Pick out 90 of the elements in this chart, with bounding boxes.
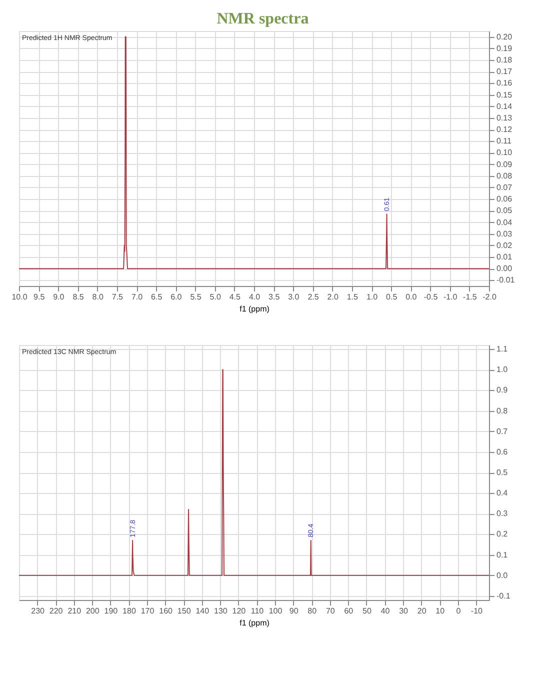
x-tick-label: 120 xyxy=(232,606,246,616)
x-tick-label: 30 xyxy=(399,606,409,616)
x-tick-label: 230 xyxy=(31,606,46,616)
y-tick-label: 0.7 xyxy=(496,426,508,436)
x-tick-label: 1.5 xyxy=(346,292,359,302)
y-tick-label: 0.8 xyxy=(496,406,508,416)
y-tick-label: 0.04 xyxy=(496,218,513,227)
x-tick-label: 9.0 xyxy=(53,292,65,302)
y-tick-label: 0.1 xyxy=(496,550,508,560)
y-tick-label: 0.2 xyxy=(496,530,508,539)
line-series xyxy=(19,369,489,576)
y-tick-label: 0.00 xyxy=(496,264,513,274)
y-tick-label: 0.05 xyxy=(496,206,513,216)
x-tick-label: 60 xyxy=(344,606,354,616)
y-tick-label: 0.03 xyxy=(496,229,513,238)
x-tick-label: 210 xyxy=(68,606,82,616)
y-tick-label: 0.17 xyxy=(496,67,513,76)
x-tick-label: 90 xyxy=(289,606,299,616)
x-axis-title: f1 (ppm) xyxy=(240,618,270,628)
y-tick-label: 0.09 xyxy=(496,160,513,169)
y-tick-label: 0.08 xyxy=(496,171,513,180)
x-tick-label: 130 xyxy=(214,606,228,616)
y-tick-label: 0.15 xyxy=(496,90,513,100)
y-tick-label: 1.1 xyxy=(496,344,508,354)
x-tick-label: 5.5 xyxy=(190,292,202,302)
x-tick-label: 3.5 xyxy=(268,292,280,302)
x-tick-label: 4.5 xyxy=(229,292,242,302)
x-tick-label: -2.0 xyxy=(482,292,497,302)
x-tick-label: -10 xyxy=(470,606,484,616)
x-tick-label: 5.0 xyxy=(210,292,222,302)
line-series xyxy=(19,36,489,270)
y-tick-label: 0.11 xyxy=(496,136,512,146)
x-tick-label: 6.0 xyxy=(170,292,182,302)
x-axis-title: f1 (ppm) xyxy=(240,304,270,314)
x-tick-label: 6.5 xyxy=(151,292,163,302)
y-tick-label: 1.0 xyxy=(496,365,508,374)
y-tick-label: 0.07 xyxy=(496,182,513,192)
y-tick-label: 0.10 xyxy=(496,148,513,158)
x-tick-label: 4.0 xyxy=(248,292,261,302)
x-tick-label: 200 xyxy=(86,606,100,616)
y-tick-label: 0.3 xyxy=(496,509,508,518)
y-tick-label: 0.14 xyxy=(496,102,513,111)
x-tick-label: -1.5 xyxy=(463,292,478,302)
x-tick-label: 190 xyxy=(104,606,118,616)
x-tick-label: 140 xyxy=(196,606,210,616)
y-tick-label: 0.0 xyxy=(496,570,508,580)
y-tick-label: 0.19 xyxy=(496,44,513,53)
x-tick-label: 220 xyxy=(49,606,64,616)
x-tick-label: 150 xyxy=(177,606,192,616)
x-tick-label: 180 xyxy=(122,606,136,616)
y-tick-label: 0.9 xyxy=(496,386,508,395)
x-tick-label: 9.5 xyxy=(34,292,46,302)
x-tick-label: 170 xyxy=(140,606,155,616)
x-tick-label: 20 xyxy=(417,606,427,616)
y-tick-label: 0.18 xyxy=(496,55,513,64)
x-tick-label: 40 xyxy=(380,606,390,616)
x-tick-label: 160 xyxy=(159,606,174,616)
x-tick-label: 2.0 xyxy=(327,292,339,302)
x-tick-label: 1.0 xyxy=(366,292,378,302)
x-tick-label: 8.0 xyxy=(92,292,104,302)
x-tick-label: 100 xyxy=(268,606,283,616)
x-tick-label: 0.5 xyxy=(386,292,398,302)
x-tick-label: 8.5 xyxy=(72,292,84,302)
y-tick-label: 0.01 xyxy=(496,252,513,262)
x-tick-label: 110 xyxy=(250,606,264,616)
x-tick-label: 50 xyxy=(362,606,372,616)
y-tick-label: 0.20 xyxy=(496,32,513,42)
y-tick-label: 0.06 xyxy=(496,194,513,204)
x-tick-label: 2.5 xyxy=(308,292,320,302)
y-tick-label: -0.1 xyxy=(496,591,511,600)
y-tick-label: 0.4 xyxy=(496,488,508,498)
y-tick-label: 0.5 xyxy=(496,468,508,477)
x-tick-label: -1.0 xyxy=(443,292,458,302)
x-tick-label: 3.0 xyxy=(288,292,300,302)
chart-title: NMR spectra xyxy=(216,10,309,28)
x-tick-label: 0.0 xyxy=(406,292,418,302)
x-tick-label: -0.5 xyxy=(424,292,438,302)
x-tick-label: 0 xyxy=(456,606,462,616)
y-tick-label: 0.16 xyxy=(496,78,513,88)
y-tick-label: 0.6 xyxy=(496,447,508,456)
x-tick-label: 10 xyxy=(436,606,446,616)
y-tick-label: 0.02 xyxy=(496,240,513,250)
x-tick-label: 7.5 xyxy=(112,292,124,302)
y-tick-label: 0.13 xyxy=(496,113,513,122)
x-tick-label: 10.0 xyxy=(12,292,28,302)
y-tick-label: 0.12 xyxy=(496,125,513,134)
x-tick-label: 80 xyxy=(308,606,318,616)
x-tick-label: 70 xyxy=(326,606,336,616)
x-tick-label: 7.0 xyxy=(131,292,144,302)
y-tick-label: -0.01 xyxy=(496,276,516,285)
